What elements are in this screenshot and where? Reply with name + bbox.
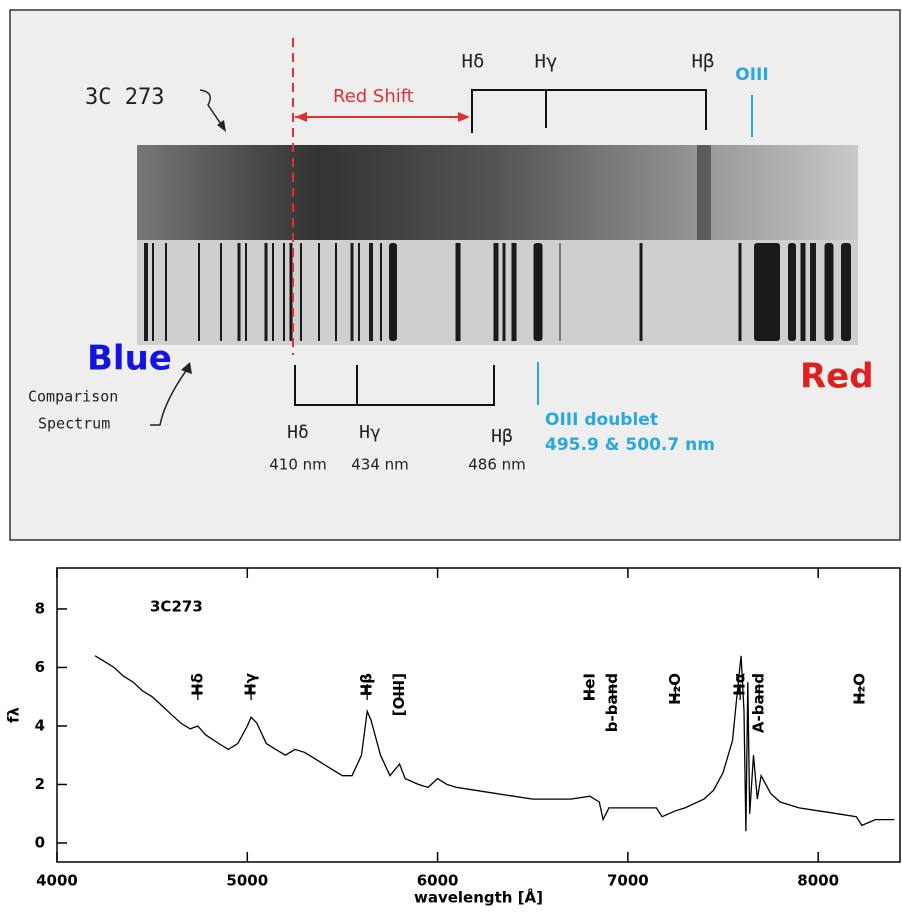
comparison-line xyxy=(289,243,293,341)
x-tick-label: 6000 xyxy=(417,872,459,890)
oiii-label: OIII doublet xyxy=(545,410,658,430)
comparison-line xyxy=(318,243,320,341)
comparison-line xyxy=(272,243,274,341)
line-marker-label: Hα xyxy=(731,673,749,696)
spectrum-line xyxy=(94,655,895,832)
line-marker-label: H₂O xyxy=(666,673,684,705)
x-tick-label: 7000 xyxy=(607,872,649,890)
comparison-line xyxy=(350,243,354,341)
blue-label: Blue xyxy=(87,339,172,379)
comparison-line xyxy=(455,243,461,341)
comparison-line xyxy=(165,243,167,341)
comparison-line xyxy=(300,243,302,341)
comparison-line xyxy=(389,243,397,341)
observed-line xyxy=(697,145,711,240)
comparison-line xyxy=(502,243,506,341)
spectrum-photo: 3C 273 Red Shift Hδ Hγ Hβ OIII Blue Red … xyxy=(9,9,901,541)
bracket xyxy=(471,89,707,133)
arrow-head xyxy=(181,362,192,374)
arrow xyxy=(199,89,226,131)
line-marker-label: HeI xyxy=(580,673,598,701)
line-marker-label: Hβ xyxy=(358,673,376,697)
line-label: Hβ xyxy=(692,51,715,73)
comparison-line xyxy=(380,243,382,341)
comparison-line xyxy=(511,243,517,341)
comparison-line xyxy=(152,243,154,341)
line-label: Hγ xyxy=(359,422,381,443)
comparison-line xyxy=(738,243,742,341)
oiii-label: OIII xyxy=(735,65,768,85)
object-label: 3C 273 xyxy=(85,85,164,110)
y-tick-label: 4 xyxy=(35,716,45,734)
arrow xyxy=(150,367,189,426)
wavelength-label: 486 nm xyxy=(468,456,526,474)
x-axis-label: wavelength [Å] xyxy=(414,888,543,907)
line-marker-label: A-band xyxy=(750,673,768,733)
comparison-line xyxy=(800,243,806,341)
comparison-line xyxy=(220,243,222,341)
comparison-line xyxy=(824,243,834,341)
chart: 4000 5000 6000 7000 8000 0 2 4 6 8 wavelength [Å] f… xyxy=(5,567,901,907)
y-tick-label: 2 xyxy=(35,775,45,793)
line-label: Hδ xyxy=(462,51,485,73)
line-marker-label: H₂O xyxy=(851,673,869,705)
y-axis-label: fλ xyxy=(5,706,23,723)
plot-area xyxy=(56,567,901,863)
comparison-line xyxy=(245,243,247,341)
comparison-line xyxy=(335,243,337,341)
comparison-line xyxy=(264,243,268,341)
comparison-line xyxy=(754,243,780,341)
wavelength-label: 410 nm xyxy=(269,456,327,474)
x-tick-label: 5000 xyxy=(226,872,268,890)
y-tick-label: 6 xyxy=(35,658,45,676)
comparison-line xyxy=(144,243,148,341)
comparison-line xyxy=(639,243,643,341)
comparison-line xyxy=(198,243,200,341)
comparison-label: Spectrum xyxy=(38,415,110,433)
line-label: Hδ xyxy=(287,422,309,443)
comparison-line xyxy=(493,243,499,341)
comparison-line xyxy=(810,243,816,341)
comparison-line xyxy=(788,243,796,341)
x-tick-label: 8000 xyxy=(797,872,839,890)
comparison-line xyxy=(283,243,285,341)
arrow-head xyxy=(217,120,226,132)
comparison-line xyxy=(841,243,851,341)
comparison-label: Comparison xyxy=(28,388,118,406)
line-marker-label: Hδ xyxy=(188,673,206,696)
line-marker-label: Hγ xyxy=(242,673,260,696)
line-marker-label: b-band xyxy=(603,673,621,732)
redshift-label: Red Shift xyxy=(333,86,414,107)
comparison-lines xyxy=(144,243,851,341)
y-tick-label: 8 xyxy=(35,599,45,617)
comparison-line xyxy=(559,243,561,341)
y-tick-label: 0 xyxy=(35,833,45,851)
bracket xyxy=(294,365,495,406)
annotation: 3C273 xyxy=(150,598,203,616)
comparison-line xyxy=(237,243,241,341)
line-label: Hβ xyxy=(491,426,513,447)
comparison-line xyxy=(369,243,373,341)
observed-spectrum xyxy=(137,145,858,240)
line-label: Hγ xyxy=(535,51,558,73)
wavelength-label: 434 nm xyxy=(351,456,409,474)
comparison-line xyxy=(358,243,360,341)
x-tick-label: 4000 xyxy=(36,872,78,890)
line-marker-label: [OIII] xyxy=(390,673,408,716)
oiii-label: 495.9 & 500.7 nm xyxy=(545,435,715,455)
red-label: Red xyxy=(800,357,874,397)
comparison-line xyxy=(533,243,543,341)
